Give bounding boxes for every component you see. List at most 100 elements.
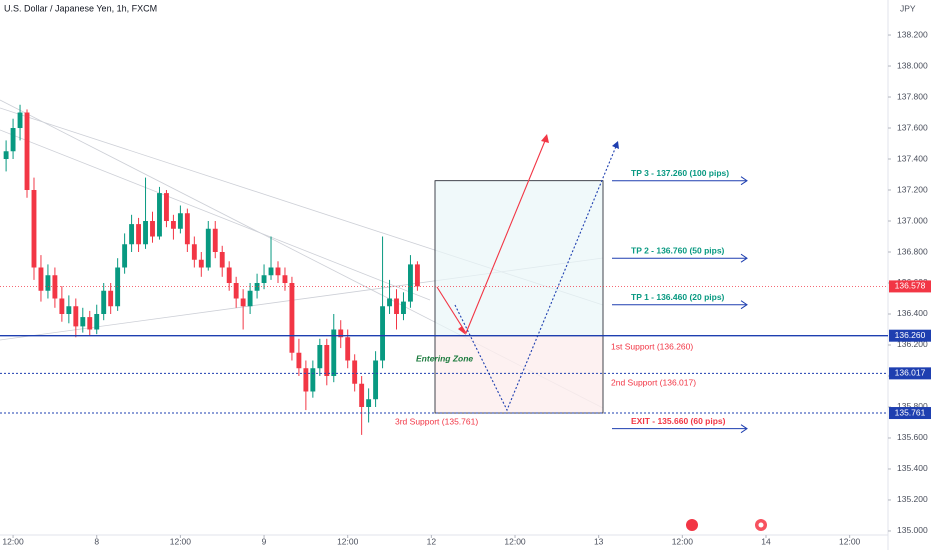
candle-body [352, 360, 358, 384]
candle-body [240, 298, 246, 307]
y-tick-label: 138.000 [897, 60, 928, 70]
support-label: 3rd Support (135.761) [395, 416, 478, 426]
y-tick-label: 137.600 [897, 122, 928, 132]
arrow-head [612, 141, 619, 149]
red-projection [436, 135, 548, 335]
price-tag-label: 135.761 [895, 407, 926, 417]
candle-body [414, 264, 420, 287]
x-tick-label: 12:00 [337, 536, 359, 546]
candle-body [94, 313, 100, 330]
candle-body [24, 112, 30, 191]
candle-body [115, 267, 121, 307]
candle-body [345, 337, 351, 361]
y-tick-label: 137.800 [897, 91, 928, 101]
candle-body [394, 298, 399, 314]
target-arrow-head [740, 253, 748, 263]
y-tick-label: 135.200 [897, 494, 928, 504]
candle-body [247, 290, 253, 307]
chart-title: U.S. Dollar / Japanese Yen, 1h, FXCM [4, 3, 157, 13]
candle-body [101, 290, 107, 314]
candle-body [17, 112, 23, 129]
y-tick-label: 135.400 [897, 463, 928, 473]
arrow-head [541, 134, 549, 143]
blue-projection [454, 143, 618, 412]
x-tick-label: 12:00 [839, 536, 861, 546]
candle-body [87, 317, 93, 330]
candle-body [45, 275, 51, 291]
price-tag-label: 136.017 [895, 368, 926, 378]
candle-body [122, 244, 128, 268]
candle-body [275, 267, 281, 276]
x-tick-label: 13 [594, 536, 604, 546]
y-tick-label: 137.200 [897, 184, 928, 194]
x-tick-label: 12 [427, 536, 437, 546]
candle-body [289, 282, 295, 353]
candle-body [66, 306, 72, 314]
x-tick-label: 14 [761, 536, 771, 546]
zone-group [434, 180, 604, 414]
candle-body [408, 264, 413, 302]
arrow-head [458, 326, 466, 335]
candle-body [184, 213, 190, 245]
candle-body [373, 360, 379, 400]
candle-body [387, 298, 392, 307]
candle-body [205, 228, 211, 268]
x-tick-label: 8 [94, 536, 99, 546]
price-tag [889, 407, 931, 420]
candle-body [177, 213, 183, 229]
y-tick-label: 136.200 [897, 339, 928, 349]
y-tick-label: 136.800 [897, 246, 928, 256]
x-tick-label: 12:00 [504, 536, 526, 546]
y-tick-label: 135.800 [897, 401, 928, 411]
candle-body [261, 275, 267, 283]
event-icon-dot [758, 522, 764, 528]
candle-body [303, 368, 309, 392]
current-price-tag [889, 280, 931, 293]
target-arrow-head [740, 176, 748, 186]
candle-body [170, 221, 176, 229]
candle-body [226, 267, 232, 283]
target-label: TP 1 - 136.460 (20 pips) [631, 292, 725, 302]
candle-body [380, 306, 386, 361]
candle-body [136, 224, 141, 245]
candle-body [233, 282, 239, 299]
candle-body [401, 301, 406, 314]
candles [3, 104, 420, 435]
candle-body [73, 306, 79, 327]
candle-body [366, 399, 372, 407]
price-tag [889, 329, 931, 342]
target-label: TP 2 - 136.760 (50 pips) [631, 245, 725, 255]
candle-body [198, 259, 204, 268]
event-icons [686, 519, 767, 531]
candle-body [212, 228, 218, 253]
candle-body [164, 193, 169, 222]
target-arrow-head [740, 300, 748, 310]
candle-body [143, 221, 148, 245]
candle-body [338, 329, 344, 338]
x-tick-label: 12:00 [672, 536, 694, 546]
y-tick-label: 137.000 [897, 215, 928, 225]
zone-label: Entering Zone [416, 353, 473, 363]
candle-body [254, 282, 260, 291]
y-tick-label: 136.400 [897, 308, 928, 318]
target-arrow-head [740, 424, 748, 434]
candle-body [59, 298, 65, 314]
x-tick-label: 12:00 [2, 536, 24, 546]
candle-body [80, 317, 86, 327]
candle-body [108, 290, 114, 307]
candle-body [324, 344, 330, 376]
candle-body [31, 190, 37, 268]
x-tick-label: 9 [262, 536, 267, 546]
candle-body [268, 267, 274, 276]
candle-body [296, 352, 302, 369]
stop-zone [434, 335, 604, 414]
candle-body [38, 267, 44, 291]
support-label: 1st Support (136.260) [611, 341, 693, 351]
candle-body [52, 275, 58, 299]
candle-body [191, 244, 197, 260]
price-tag-label: 136.260 [895, 330, 926, 340]
x-tick-label: 12:00 [170, 536, 192, 546]
target-label: EXIT - 135.660 (60 pips) [631, 416, 726, 426]
candle-body [150, 221, 155, 237]
candle-body [359, 383, 365, 407]
